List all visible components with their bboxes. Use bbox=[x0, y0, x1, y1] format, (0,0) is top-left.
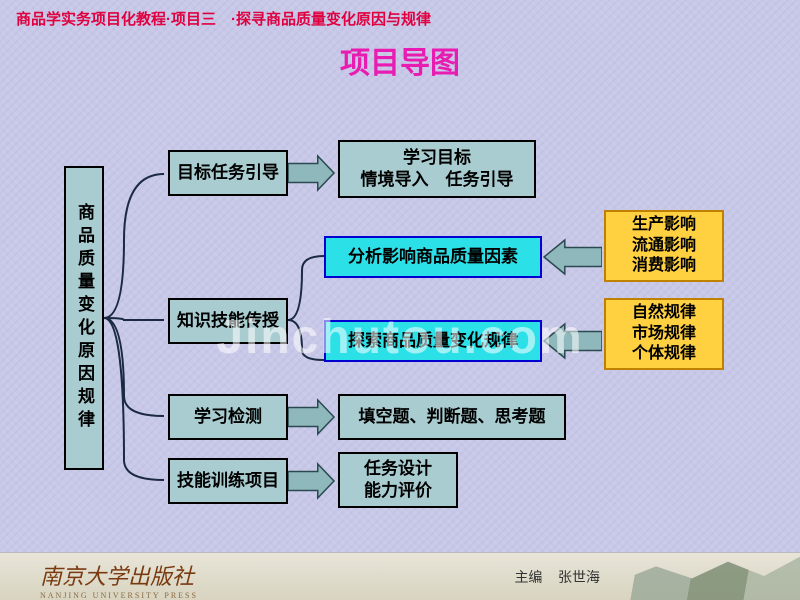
publisher-cn: 南京大学出版社 bbox=[40, 564, 194, 589]
editor-name: 张世海 bbox=[558, 569, 600, 585]
arrow-s1 bbox=[542, 238, 602, 276]
arrow-b3 bbox=[288, 398, 336, 436]
branch-2: 知识技能传授 bbox=[168, 298, 288, 344]
branch-1: 目标任务引导 bbox=[168, 150, 288, 196]
page-title: 项目导图 bbox=[0, 38, 800, 82]
breadcrumb-header: 商品学实务项目化教程·项目三 ·探寻商品质量变化原因与规律 bbox=[16, 8, 431, 29]
arrow-b1 bbox=[288, 154, 336, 192]
bracket-main bbox=[104, 160, 168, 490]
branch-3: 学习检测 bbox=[168, 394, 288, 440]
branch-2-side-2: 自然规律 市场规律 个体规律 bbox=[604, 298, 724, 370]
arrow-s2 bbox=[542, 322, 602, 360]
branch-1-target: 学习目标 情境导入 任务引导 bbox=[338, 140, 536, 198]
publisher-logo: 南京大学出版社 NANJING UNIVERSITY PRESS bbox=[40, 559, 198, 600]
footer-scenery bbox=[620, 552, 800, 600]
footer: 南京大学出版社 NANJING UNIVERSITY PRESS 主编 张世海 bbox=[0, 552, 800, 600]
publisher-en: NANJING UNIVERSITY PRESS bbox=[40, 591, 198, 600]
editor-label: 主编 bbox=[514, 569, 542, 585]
branch-2-target-2: 探索商品质量变化规律 bbox=[324, 320, 542, 362]
branch-3-target: 填空题、判断题、思考题 bbox=[338, 394, 566, 440]
editor-credit: 主编 张世海 bbox=[514, 567, 600, 587]
branch-2-target-1: 分析影响商品质量因素 bbox=[324, 236, 542, 278]
arrow-b4 bbox=[288, 462, 336, 500]
bracket-b2 bbox=[288, 250, 328, 370]
root-node: 商品质量变化原因规律 bbox=[64, 166, 104, 470]
branch-4: 技能训练项目 bbox=[168, 458, 288, 504]
branch-2-side-1: 生产影响 流通影响 消费影响 bbox=[604, 210, 724, 282]
branch-4-target: 任务设计 能力评价 bbox=[338, 452, 458, 508]
